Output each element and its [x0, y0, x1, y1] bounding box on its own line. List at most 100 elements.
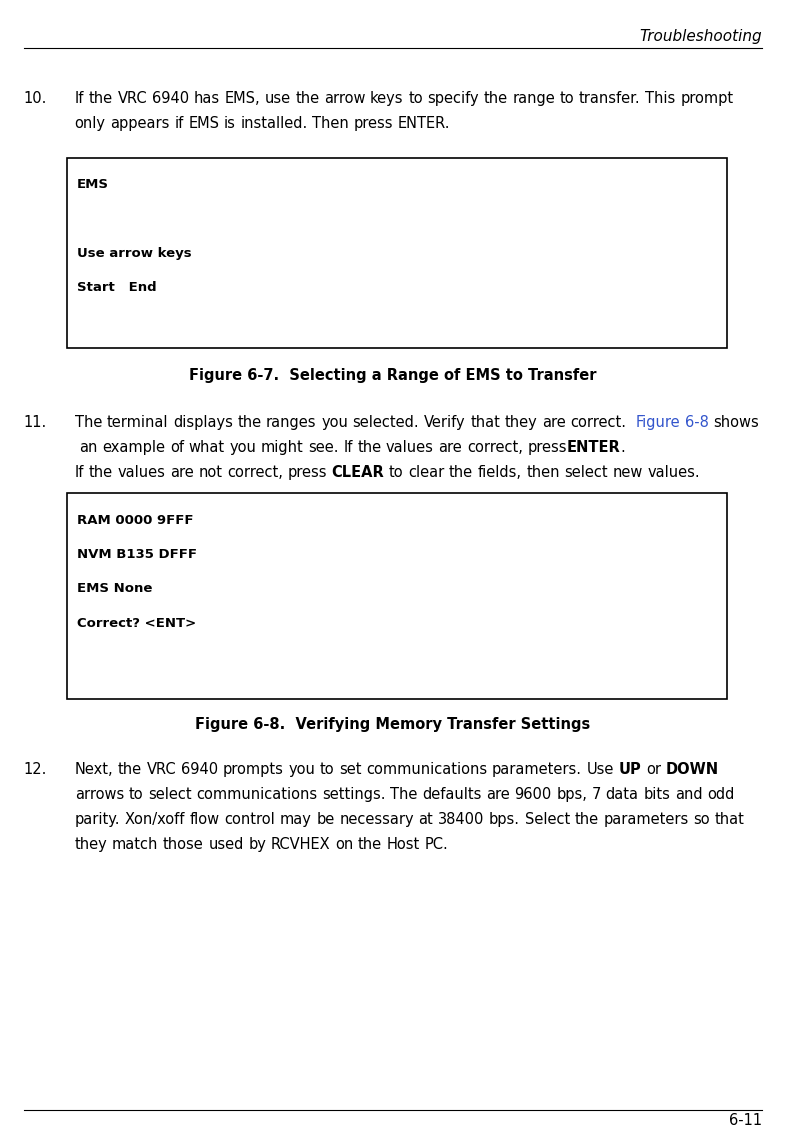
- FancyBboxPatch shape: [67, 158, 727, 348]
- Text: to: to: [560, 91, 575, 106]
- Text: appears: appears: [110, 116, 170, 131]
- Text: the: the: [575, 812, 599, 827]
- Text: Then: Then: [312, 116, 349, 131]
- Text: match: match: [112, 837, 159, 852]
- Text: Troubleshooting: Troubleshooting: [640, 29, 762, 43]
- Text: of: of: [170, 440, 184, 455]
- Text: displays: displays: [173, 415, 233, 429]
- Text: control: control: [225, 812, 275, 827]
- Text: 38400: 38400: [438, 812, 484, 827]
- Text: shows: shows: [714, 415, 759, 429]
- Text: parity.: parity.: [75, 812, 120, 827]
- Text: are: are: [170, 465, 193, 480]
- Text: that: that: [470, 415, 500, 429]
- Text: 6940: 6940: [152, 91, 189, 106]
- Text: odd: odd: [707, 787, 734, 802]
- Text: select: select: [148, 787, 192, 802]
- Text: fields,: fields,: [478, 465, 522, 480]
- Text: If: If: [343, 440, 353, 455]
- Text: parameters.: parameters.: [492, 762, 582, 777]
- Text: Start   End: Start End: [77, 281, 156, 293]
- Text: VRC: VRC: [147, 762, 176, 777]
- Text: Correct? <ENT>: Correct? <ENT>: [77, 617, 196, 629]
- Text: EMS: EMS: [77, 178, 109, 191]
- Text: flow: flow: [189, 812, 220, 827]
- Text: selected.: selected.: [353, 415, 419, 429]
- Text: Select: Select: [524, 812, 570, 827]
- Text: the: the: [358, 440, 381, 455]
- Text: communications: communications: [366, 762, 487, 777]
- Text: data: data: [606, 787, 639, 802]
- Text: transfer.: transfer.: [579, 91, 641, 106]
- Text: press: press: [354, 116, 393, 131]
- Text: on: on: [335, 837, 354, 852]
- Text: 10.: 10.: [24, 91, 47, 106]
- Text: used: used: [208, 837, 244, 852]
- Text: parameters: parameters: [603, 812, 689, 827]
- Text: range: range: [512, 91, 555, 106]
- Text: so: so: [693, 812, 710, 827]
- Text: 7: 7: [592, 787, 601, 802]
- Text: Next,: Next,: [75, 762, 113, 777]
- Text: then: then: [527, 465, 560, 480]
- Text: values.: values.: [648, 465, 700, 480]
- Text: press: press: [288, 465, 327, 480]
- Text: to: to: [389, 465, 403, 480]
- Text: if: if: [174, 116, 184, 131]
- Text: select: select: [564, 465, 608, 480]
- Text: prompts: prompts: [222, 762, 284, 777]
- Text: .: .: [621, 440, 626, 455]
- Text: the: the: [358, 837, 382, 852]
- Text: specify: specify: [428, 91, 479, 106]
- Text: those: those: [163, 837, 204, 852]
- Text: EMS,: EMS,: [224, 91, 260, 106]
- Text: RCVHEX: RCVHEX: [271, 837, 331, 852]
- Text: by: by: [248, 837, 266, 852]
- Text: at: at: [418, 812, 433, 827]
- Text: to: to: [408, 91, 423, 106]
- Text: prompt: prompt: [680, 91, 733, 106]
- Text: 6-11: 6-11: [729, 1113, 762, 1128]
- Text: press: press: [527, 440, 567, 455]
- Text: ENTER.: ENTER.: [398, 116, 450, 131]
- Text: Use: Use: [586, 762, 614, 777]
- Text: Verify: Verify: [424, 415, 465, 429]
- Text: necessary: necessary: [340, 812, 414, 827]
- Text: 6940: 6940: [181, 762, 218, 777]
- Text: correct,: correct,: [227, 465, 283, 480]
- Text: If: If: [75, 91, 84, 106]
- Text: DOWN: DOWN: [666, 762, 718, 777]
- Text: are: are: [542, 415, 566, 429]
- Text: terminal: terminal: [107, 415, 168, 429]
- Text: EMS None: EMS None: [77, 582, 152, 595]
- Text: has: has: [193, 91, 219, 106]
- Text: the: the: [89, 91, 113, 106]
- Text: the: the: [296, 91, 319, 106]
- Text: set: set: [339, 762, 362, 777]
- Text: ENTER: ENTER: [567, 440, 621, 455]
- Text: are: are: [486, 787, 509, 802]
- Text: NVM B135 DFFF: NVM B135 DFFF: [77, 548, 197, 561]
- Text: CLEAR: CLEAR: [332, 465, 384, 480]
- Text: you: you: [230, 440, 256, 455]
- Text: be: be: [317, 812, 335, 827]
- Text: Use arrow keys: Use arrow keys: [77, 247, 192, 259]
- Text: not: not: [198, 465, 222, 480]
- Text: the: the: [89, 465, 113, 480]
- Text: and: and: [675, 787, 703, 802]
- Text: bits: bits: [643, 787, 670, 802]
- Text: The: The: [75, 415, 102, 429]
- Text: the: the: [237, 415, 262, 429]
- Text: the: the: [118, 762, 142, 777]
- Text: example: example: [102, 440, 165, 455]
- Text: you: you: [321, 415, 348, 429]
- Text: they: they: [505, 415, 538, 429]
- Text: values: values: [117, 465, 165, 480]
- Text: The: The: [390, 787, 417, 802]
- Text: bps.: bps.: [489, 812, 520, 827]
- Text: 9600: 9600: [514, 787, 552, 802]
- Text: PC.: PC.: [424, 837, 449, 852]
- Text: are: are: [439, 440, 462, 455]
- Text: may: may: [280, 812, 312, 827]
- Text: the: the: [449, 465, 473, 480]
